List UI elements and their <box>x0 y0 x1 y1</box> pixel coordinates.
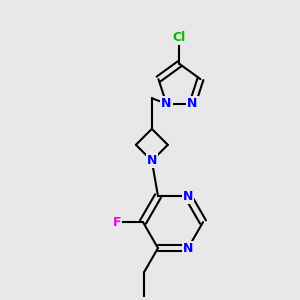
Text: N: N <box>161 97 172 110</box>
Text: N: N <box>147 154 157 167</box>
Text: N: N <box>187 97 198 110</box>
Text: F: F <box>112 216 121 229</box>
Text: Cl: Cl <box>173 31 186 44</box>
Text: N: N <box>183 242 193 255</box>
Text: N: N <box>183 190 193 202</box>
